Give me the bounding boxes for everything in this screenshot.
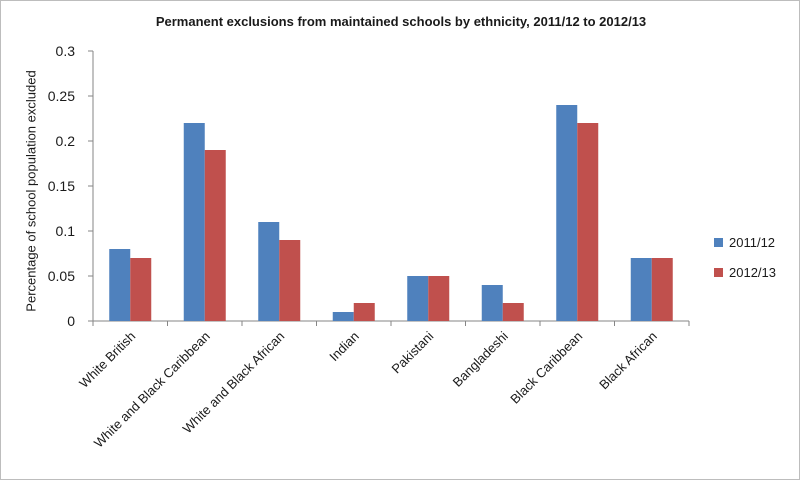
y-tick-label: 0.3 — [56, 43, 76, 59]
bar-2011-12-black-caribbean — [556, 105, 578, 321]
bar-2012-13-indian — [353, 303, 375, 321]
x-tick-label: Bangladeshi — [450, 328, 511, 389]
bar-2011-12-white-british — [109, 249, 131, 321]
y-tick-label: 0.05 — [48, 268, 75, 284]
x-tick-label: Indian — [326, 329, 362, 365]
bar-2012-13-white-and-black-caribbean — [204, 150, 226, 321]
bar-2011-12-white-and-black-african — [258, 222, 280, 321]
bar-2012-13-black-african — [651, 258, 673, 321]
y-tick-label: 0.15 — [48, 178, 75, 194]
x-tick-label: Black Caribbean — [507, 329, 585, 407]
bar-2011-12-black-african — [630, 258, 652, 321]
x-tick-label: White British — [76, 329, 138, 391]
x-tick-label: Pakistani — [388, 328, 436, 376]
legend-label-2011-12: 2011/12 — [729, 234, 776, 250]
bar-2012-13-white-and-black-african — [279, 240, 301, 321]
y-tick-label: 0.2 — [56, 133, 76, 149]
bar-2011-12-bangladeshi — [481, 285, 503, 321]
bar-2012-13-white-british — [130, 258, 152, 321]
legend-label-2012-13: 2012/13 — [729, 264, 776, 280]
bar-2012-13-pakistani — [428, 276, 450, 321]
chart-title: Permanent exclusions from maintained sch… — [155, 14, 647, 29]
bar-2012-13-bangladeshi — [502, 303, 524, 321]
legend-swatch-2011-12 — [714, 237, 723, 247]
bar-2011-12-pakistani — [407, 276, 429, 321]
bar-2011-12-indian — [332, 312, 354, 321]
legend-item-2012-13: 2012/13 — [714, 264, 776, 280]
y-tick-label: 0.1 — [56, 223, 76, 239]
y-tick-label: 0.25 — [48, 88, 75, 104]
legend-swatch-2012-13 — [714, 267, 723, 277]
bar-2012-13-black-caribbean — [577, 123, 599, 321]
bar-2011-12-white-and-black-caribbean — [183, 123, 205, 321]
x-tick-label: Black African — [596, 329, 660, 393]
y-tick-label: 0 — [67, 313, 75, 329]
legend: 2011/12 2012/13 — [714, 234, 776, 294]
legend-item-2011-12: 2011/12 — [714, 234, 776, 250]
